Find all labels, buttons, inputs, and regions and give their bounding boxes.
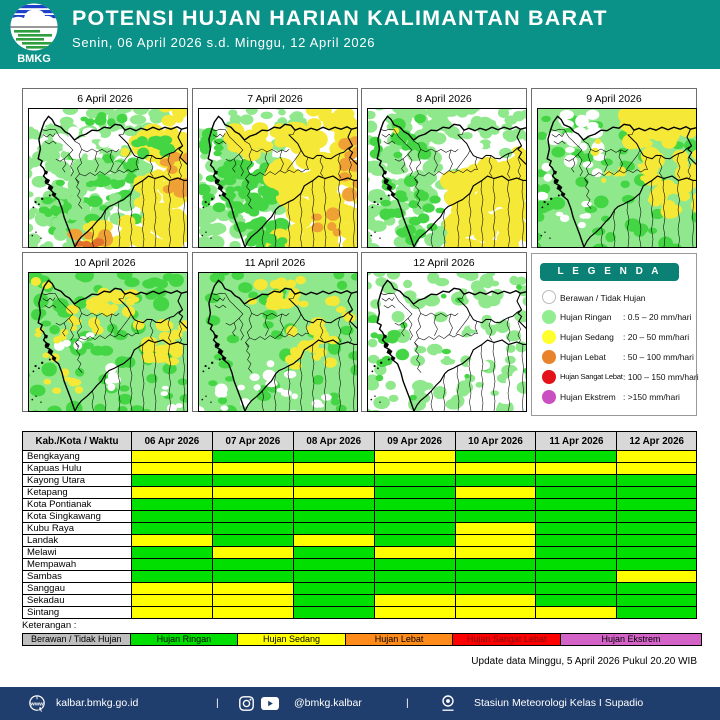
svg-text:BMKG: BMKG bbox=[17, 53, 51, 65]
svg-text:www: www bbox=[29, 701, 44, 707]
